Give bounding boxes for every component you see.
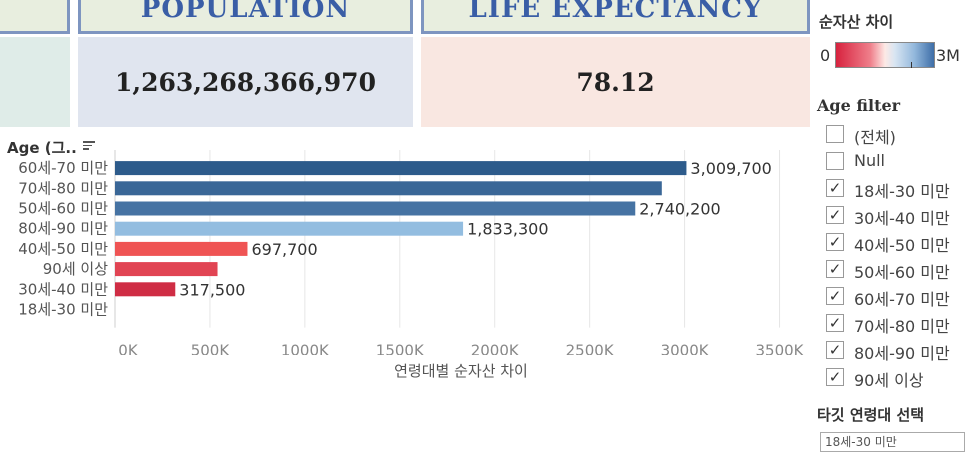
target-age-select[interactable]: 18세-30 미만: [820, 432, 965, 452]
left-panel-header: [0, 0, 70, 34]
x-tick-label: 500K: [191, 342, 231, 355]
data-label: 1,833,300: [467, 220, 548, 239]
x-tick-label: 3500K: [756, 342, 805, 355]
bar: [115, 201, 636, 216]
bar: [115, 262, 218, 277]
filter-item-label: 30세-40 미만: [854, 209, 950, 228]
category-label: 18세-30 미만: [18, 301, 108, 319]
filter-item-label: 60세-70 미만: [854, 290, 950, 309]
category-label: 90세 이상: [43, 260, 108, 278]
legend-tick: [911, 62, 912, 68]
checkbox-icon[interactable]: ✓: [826, 314, 844, 332]
x-axis-label: 연령대별 순자산 차이: [394, 362, 528, 380]
x-tick-label: 2000K: [471, 342, 520, 355]
target-age-title: 타깃 연령대 선택: [817, 406, 925, 424]
filter-item-label: (전체): [854, 128, 896, 147]
filter-item-label: 70세-80 미만: [854, 317, 950, 336]
population-value: 1,263,268,366,970: [78, 37, 413, 127]
side-panel: 순자산 차이 0 3M Age filter (전체) Null ✓ 18세-30…: [815, 0, 978, 452]
data-label: 697,700: [251, 240, 317, 259]
checkbox-icon[interactable]: ✓: [826, 206, 844, 224]
category-label: 70세-80 미만: [18, 179, 108, 197]
bar: [115, 181, 662, 196]
bar-chart: 0K 500K 1000K 1500K 2000K 2500K 3000K 3500K 60세-…: [18, 150, 805, 355]
chart-axis-title: Age (그..: [7, 139, 77, 157]
data-label: 3,009,700: [690, 159, 771, 178]
legend-min-label: 0: [820, 46, 831, 65]
legend-title: 순자산 차이: [819, 13, 894, 31]
filter-item-label: 18세-30 미만: [854, 182, 950, 201]
checkbox-icon[interactable]: [826, 125, 844, 143]
checkbox-icon[interactable]: ✓: [826, 341, 844, 359]
filter-item-label: 90세 이상: [854, 371, 924, 390]
left-panel-value: [0, 37, 70, 127]
bar: [115, 221, 464, 236]
bar: [115, 161, 687, 176]
category-label: 40세-50 미만: [18, 240, 108, 258]
x-tick-label: 1000K: [281, 342, 330, 355]
life-expectancy-value: 78.12: [421, 37, 810, 127]
color-legend-gradient: [835, 42, 935, 68]
legend-max-label: 3M: [936, 46, 960, 65]
data-label: 2,740,200: [639, 200, 720, 219]
bar: [115, 241, 248, 256]
checkbox-icon[interactable]: ✓: [826, 179, 844, 197]
checkbox-icon[interactable]: [826, 152, 844, 170]
x-tick-label: 1500K: [376, 342, 425, 355]
checkbox-icon[interactable]: ✓: [826, 233, 844, 251]
category-label: 60세-70 미만: [18, 159, 108, 177]
x-tick-label: 0K: [118, 342, 139, 355]
life-expectancy-title: LIFE EXPECTANCY: [421, 0, 810, 34]
bar: [115, 282, 176, 297]
checkbox-icon[interactable]: ✓: [826, 368, 844, 386]
population-title: POPULATION: [78, 0, 413, 34]
checkbox-icon[interactable]: ✓: [826, 287, 844, 305]
filter-item-label: Null: [854, 151, 885, 170]
data-label: 317,500: [179, 280, 245, 299]
category-label: 80세-90 미만: [18, 220, 108, 238]
x-tick-label: 2500K: [566, 342, 615, 355]
category-label: 50세-60 미만: [18, 200, 108, 218]
age-filter-title: Age filter: [817, 96, 901, 115]
filter-item-label: 80세-90 미만: [854, 344, 950, 363]
category-label: 30세-40 미만: [18, 280, 108, 298]
checkbox-icon[interactable]: ✓: [826, 260, 844, 278]
sort-icon[interactable]: [83, 141, 95, 151]
filter-item-label: 50세-60 미만: [854, 263, 950, 282]
filter-item-label: 40세-50 미만: [854, 236, 950, 255]
x-tick-label: 3000K: [661, 342, 710, 355]
